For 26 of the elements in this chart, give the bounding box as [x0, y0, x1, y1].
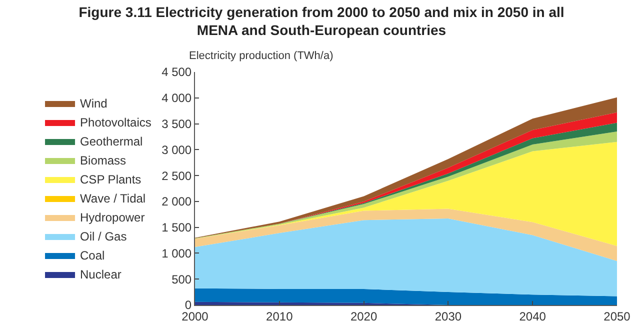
- legend-label: Nuclear: [80, 268, 122, 282]
- legend-label: Coal: [80, 248, 105, 263]
- chart-title: Figure 3.11 Electricity generation from 2000 to 2050 and mix in 2050 in all MENA and South-European countries: [78, 4, 564, 38]
- legend-label: Geothermal: [80, 134, 143, 149]
- y-tick-label: 1 000: [162, 246, 192, 260]
- y-axis-title: Electricity production (TWh/a): [189, 50, 334, 62]
- y-tick-label: 4 500: [162, 65, 192, 80]
- x-tick-label: 2010: [266, 309, 294, 324]
- legend-label: Hydropower: [80, 210, 145, 225]
- x-tick-label: 2030: [434, 309, 462, 324]
- y-tick-label: 500: [172, 272, 192, 286]
- y-tick-label: 1 500: [162, 220, 192, 235]
- x-tick-label: 2040: [519, 309, 546, 324]
- legend-label: Photovoltaics: [80, 116, 152, 130]
- y-tick-label: 2 000: [162, 194, 192, 209]
- legend-label: Oil / Gas: [80, 230, 127, 244]
- x-tick-label: 2050: [604, 309, 631, 324]
- legend-label: Wind: [80, 96, 108, 111]
- legend-label: CSP Plants: [80, 172, 142, 187]
- y-tick-label: 4 000: [162, 91, 192, 106]
- y-tick-label: 3 000: [162, 142, 192, 157]
- legend-label: Biomass: [80, 154, 126, 168]
- y-tick-label: 2 500: [162, 168, 192, 183]
- x-tick-label: 2020: [350, 309, 378, 324]
- y-tick-label: 3 500: [162, 116, 192, 131]
- legend-label: Wave / Tidal: [80, 192, 146, 206]
